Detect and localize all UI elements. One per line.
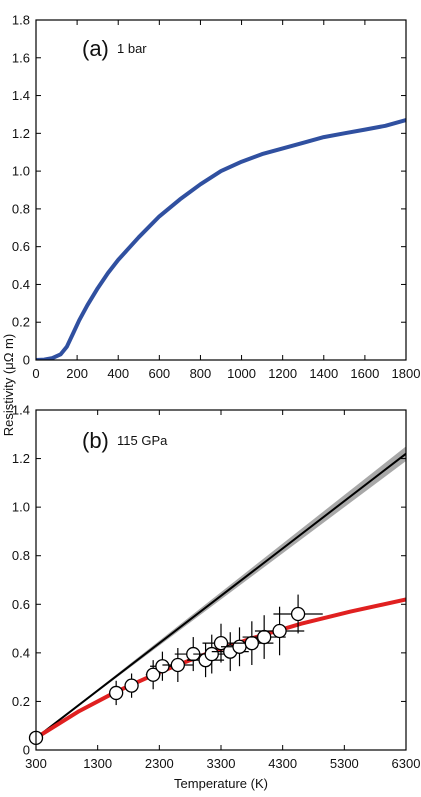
panel-a-frame <box>35 19 407 361</box>
panel-b-x-tick-label: 4300 <box>268 756 297 771</box>
panel-a-y-tick-label: 1.6 <box>12 50 30 65</box>
panel-b-x-tick-label: 6300 <box>392 756 421 771</box>
panel-b-data-point-13 <box>230 621 274 665</box>
panel-b-x-axis-label: Temperature (K) <box>174 776 268 791</box>
panel-b-marker <box>204 646 219 662</box>
panel-a-x-tick-label: 1200 <box>268 366 297 381</box>
panel-b-marker <box>290 606 306 622</box>
panel-a-x-tick-label: 1600 <box>350 366 379 381</box>
panel-a-y-tick-label: 0.8 <box>12 201 30 216</box>
panel-b-marker <box>109 685 124 701</box>
panel-b-series-line-1 <box>36 452 406 739</box>
panel-b-frame <box>35 409 407 751</box>
panel-b-data-point-2 <box>109 680 124 706</box>
panel-a-y-tick-label: 1.8 <box>12 13 30 28</box>
panel-a-y-tick-label: 1.0 <box>12 164 30 179</box>
panel-a-y-tick-label: 1.2 <box>12 126 30 141</box>
panel-a-x-tick-label: 800 <box>190 366 212 381</box>
panel-b-x-tick-label: 2300 <box>145 756 174 771</box>
panel-b-data-point-15 <box>254 606 305 656</box>
panel-a-x-tick-label: 1800 <box>392 366 421 381</box>
panel-b-y-tick-label: 0.4 <box>12 645 30 660</box>
panel-b-tag: (b) <box>82 428 109 453</box>
panel-a-series-line-1 <box>36 118 406 360</box>
panel-b-uncertainty-band <box>36 446 406 738</box>
panel-b-y-tick-label: 0.2 <box>12 694 30 709</box>
panel-a-y-tick-label: 0.6 <box>12 239 30 254</box>
y-axis-label: Resistivity (μΩ m) <box>1 334 16 436</box>
panel-b-marker <box>146 667 161 682</box>
panel-b-x-tick-label: 300 <box>25 756 47 771</box>
panel-b-data-point-16 <box>273 594 323 634</box>
panel-b-condition-label: 115 GPa <box>117 433 168 448</box>
panel-a-x-tick-label: 1000 <box>227 366 256 381</box>
panel-b-x-tick-label: 1300 <box>83 756 112 771</box>
panel-b-marker <box>244 635 259 651</box>
panel-b-y-tick-label: 1.2 <box>12 451 30 466</box>
panel-b-data-point-4 <box>145 660 161 690</box>
panel-b-marker <box>124 678 139 693</box>
panel-b-y-tick-label: 1.4 <box>12 403 30 418</box>
panel-b-marker <box>232 639 247 654</box>
panel-a-chart: 0 200 400 600 800 1000 1200 1400 1600 1800 0 0.2 0.4… <box>12 13 421 382</box>
panel-b-x-tick-label: 5300 <box>330 756 359 771</box>
panel-b-marker <box>257 629 272 645</box>
panel-a-tag: (a) <box>82 36 109 61</box>
panel-a-x-tick-label: 200 <box>66 366 88 381</box>
panel-a-y-tick-label: 0.4 <box>12 277 30 292</box>
panel-b-y-tick-label: 0.8 <box>12 548 30 563</box>
panel-a-x-tick-label: 1400 <box>309 366 338 381</box>
panel-a-y-tick-label: 0 <box>23 353 30 368</box>
panel-a-x-tick-label: 600 <box>148 366 170 381</box>
panel-a-plot-area <box>36 118 406 360</box>
panel-b-series-line-2 <box>36 597 406 740</box>
panel-b-marker <box>272 623 287 639</box>
panel-a-x-tick-label: 0 <box>32 366 39 381</box>
panel-b-plot-area <box>36 446 406 740</box>
panel-a-y-tick-label: 0.2 <box>12 315 30 330</box>
panel-b-marker <box>170 657 185 673</box>
panel-b-chart: 300 1300 2300 3300 4300 5300 6300 0 0.2 0.4 0.6 0.8… <box>12 403 421 792</box>
panel-a-x-tick-label: 400 <box>107 366 129 381</box>
panel-b-data-point-5 <box>150 651 175 681</box>
panel-b-y-tick-label: 0 <box>23 743 30 758</box>
panel-b-marker <box>155 659 170 674</box>
panel-a-condition-label: 1 bar <box>117 41 147 56</box>
panel-b-y-tick-label: 1.0 <box>12 500 30 515</box>
panel-b-data-point-6 <box>162 648 194 682</box>
panel-b-data-point-3 <box>124 673 139 698</box>
panel-b-y-tick-label: 0.6 <box>12 597 30 612</box>
panel-b-x-tick-label: 3300 <box>207 756 236 771</box>
panel-a-y-tick-label: 1.4 <box>12 88 30 103</box>
